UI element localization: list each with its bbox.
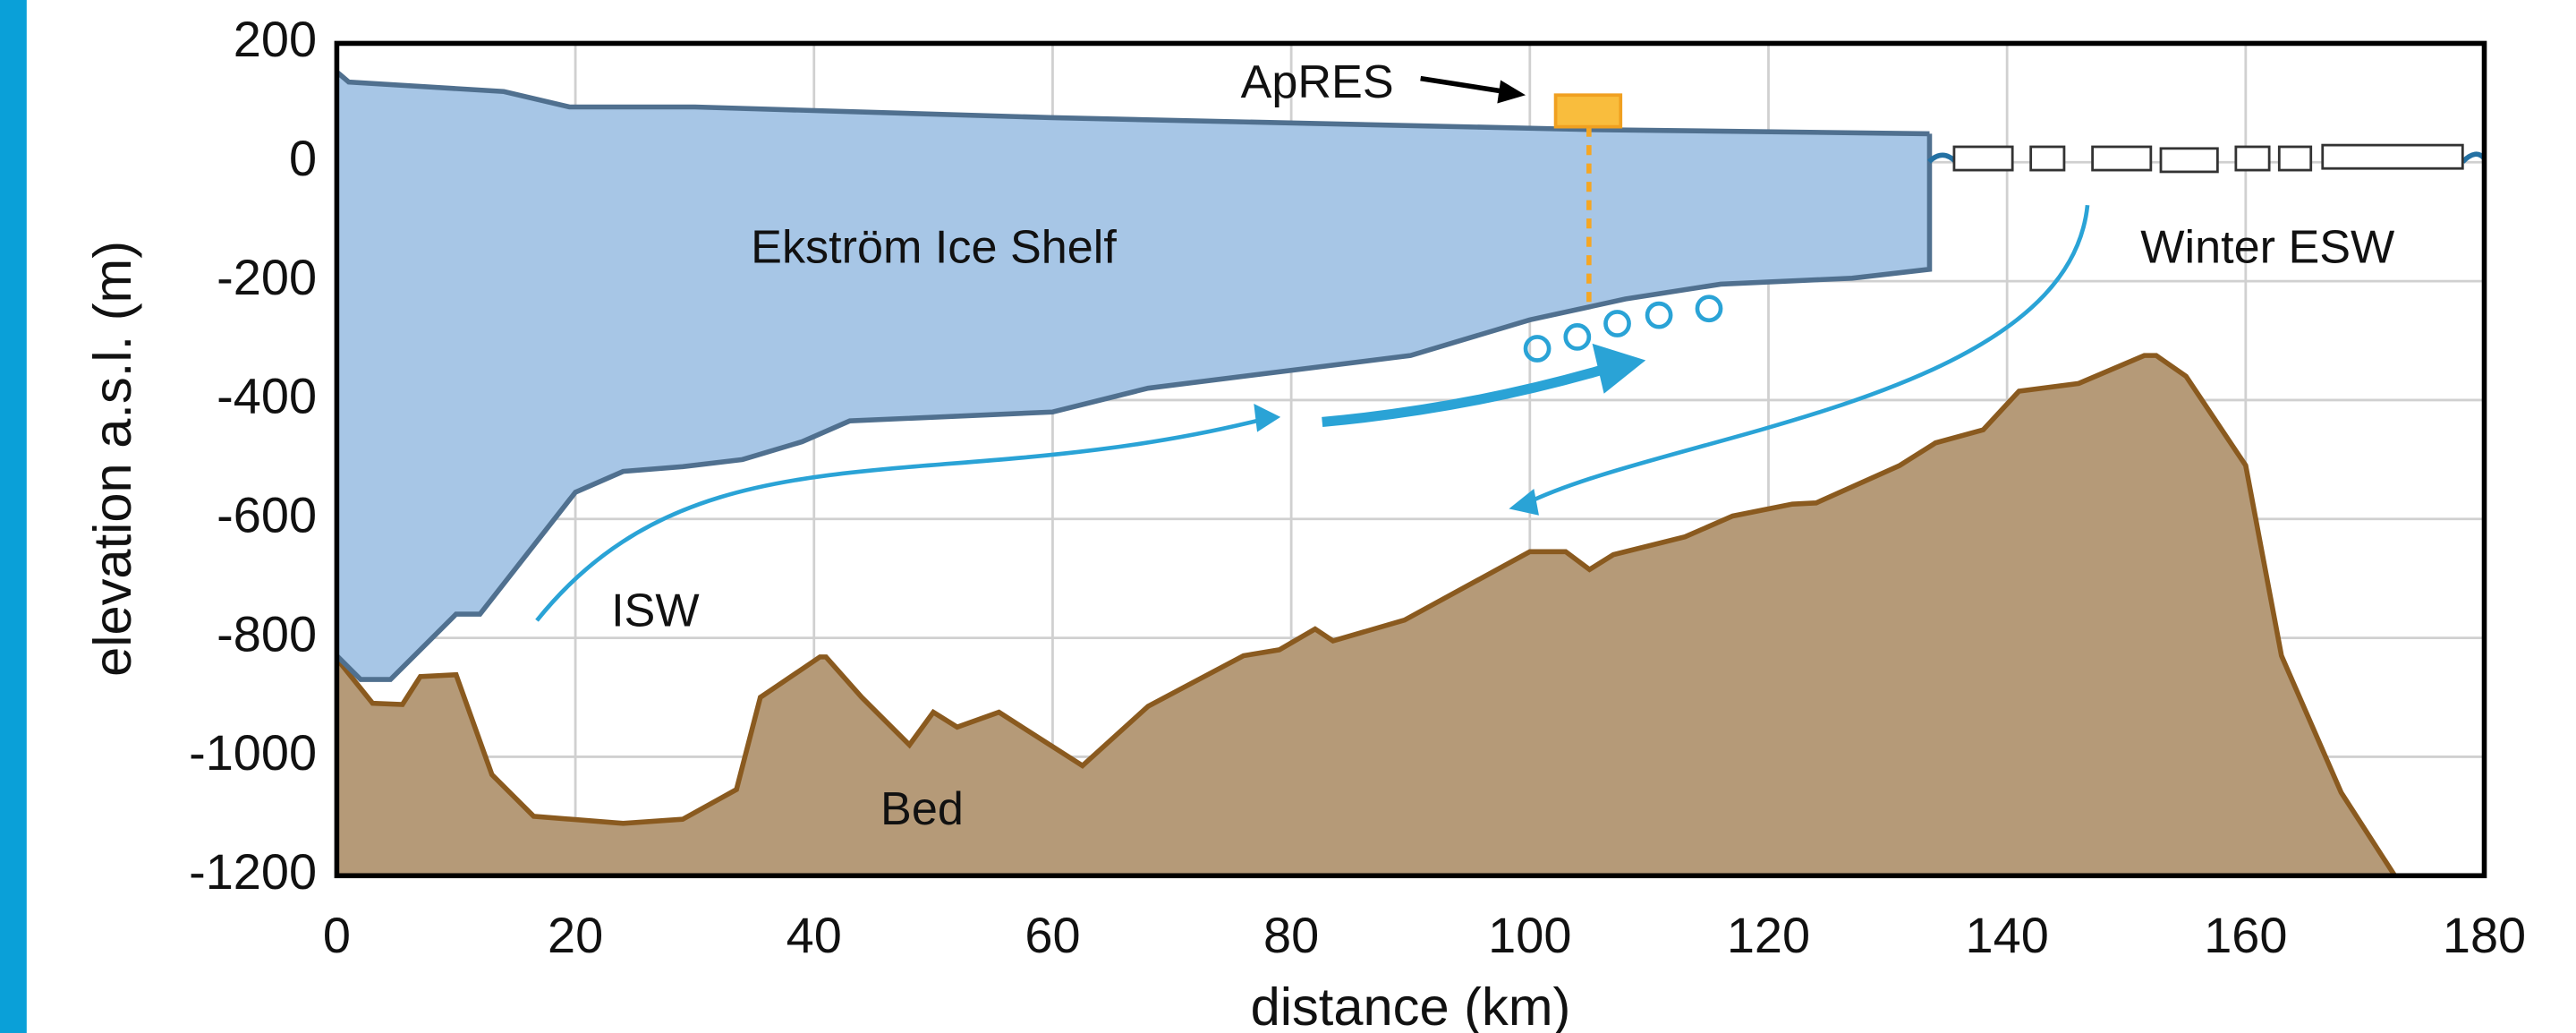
chart: ApRES Ekström Ice Shelf Winter ESW ISW B… bbox=[0, 0, 2576, 1033]
y-tick-label: 0 bbox=[289, 130, 317, 186]
annotation: ISW bbox=[611, 585, 700, 637]
x-tick-label: 60 bbox=[1024, 907, 1080, 963]
y-tick-label: -1000 bbox=[189, 724, 317, 781]
annotation: Ekström Ice Shelf bbox=[751, 221, 1117, 273]
x-tick-label: 100 bbox=[1488, 907, 1571, 963]
page: ApRES Ekström Ice Shelf Winter ESW ISW B… bbox=[0, 0, 2576, 1033]
x-tick-label: 80 bbox=[1263, 907, 1319, 963]
y-tick-label: -200 bbox=[217, 249, 317, 305]
x-tick-label: 140 bbox=[1966, 907, 2049, 963]
apres-arrowhead bbox=[1497, 80, 1526, 103]
y-tick-label: -400 bbox=[217, 368, 317, 424]
x-tick-label: 120 bbox=[1727, 907, 1810, 963]
apres-box bbox=[1556, 95, 1621, 126]
y-tick-label: -600 bbox=[217, 487, 317, 543]
x-axis-label: distance (km) bbox=[1251, 977, 1571, 1033]
annotation: Winter ESW bbox=[2140, 221, 2395, 273]
annotation: ApRES bbox=[1241, 56, 1394, 108]
x-tick-label: 160 bbox=[2204, 907, 2287, 963]
annotation: Bed bbox=[880, 783, 964, 835]
x-tick-label: 180 bbox=[2443, 907, 2526, 963]
y-axis-label: elevation a.s.l. (m) bbox=[82, 241, 142, 677]
apres-arrow bbox=[1421, 79, 1506, 92]
x-tick-label: 0 bbox=[323, 907, 351, 963]
y-tick-label: -800 bbox=[217, 605, 317, 662]
y-tick-label: -1200 bbox=[189, 843, 317, 900]
marks bbox=[336, 72, 2394, 875]
side-bar bbox=[0, 0, 27, 1033]
x-tick-label: 40 bbox=[786, 907, 842, 963]
x-tick-label: 20 bbox=[548, 907, 603, 963]
sea-ice bbox=[1954, 145, 2462, 172]
y-tick-label: 200 bbox=[234, 11, 317, 67]
